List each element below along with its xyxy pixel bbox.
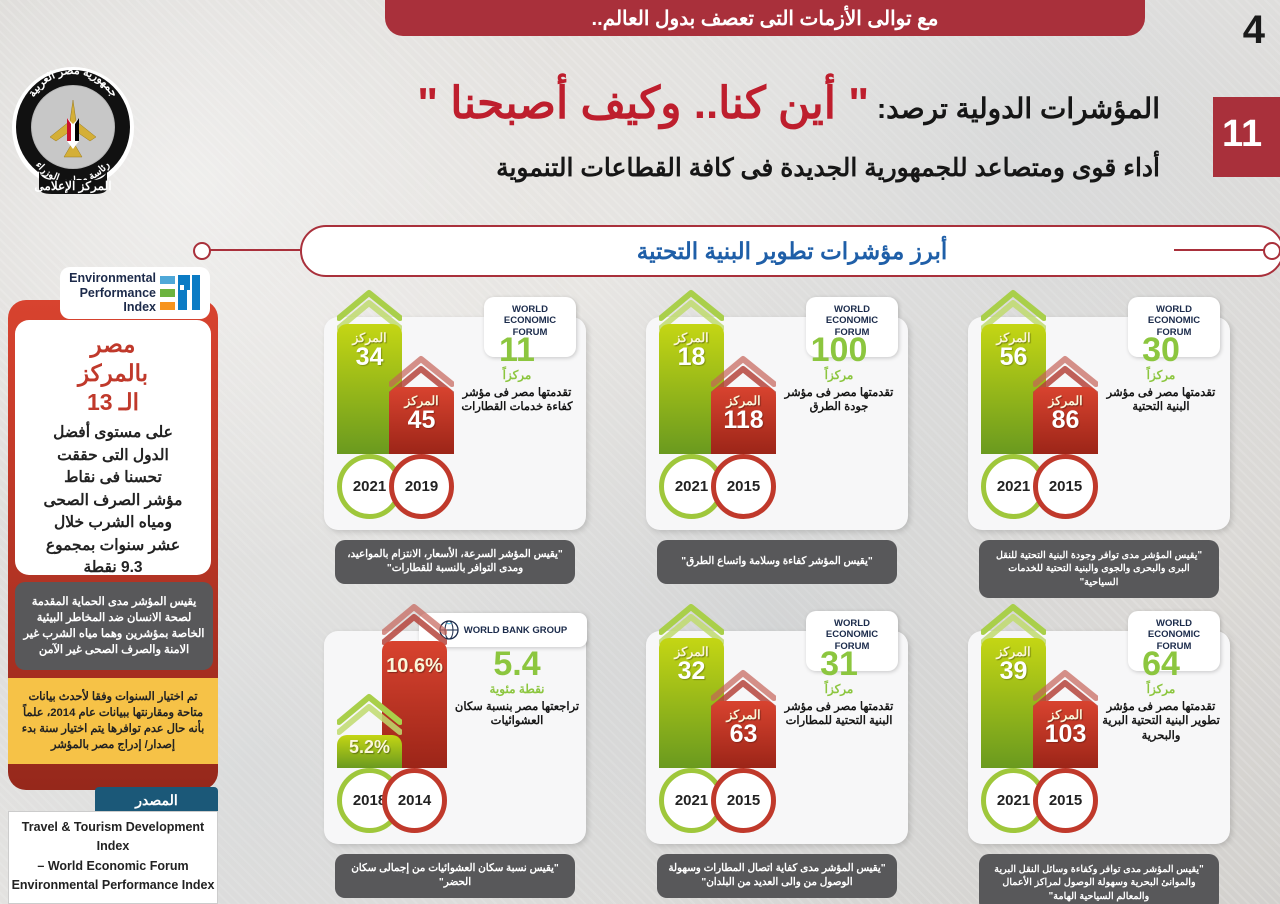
svg-text:المركز الإعلامى: المركز الإعلامى bbox=[34, 179, 111, 194]
